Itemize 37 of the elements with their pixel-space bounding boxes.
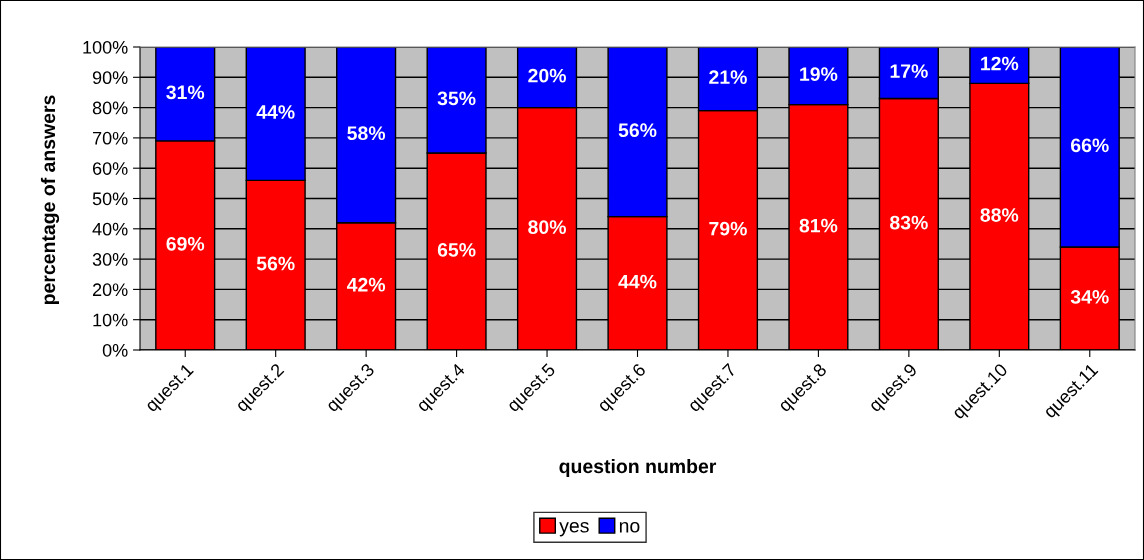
data-label: 21%	[709, 70, 747, 84]
data-label: 83%	[890, 215, 928, 230]
y-tick-label: 100%	[83, 40, 128, 54]
y-tick-label: 20%	[92, 283, 128, 297]
data-label: 56%	[618, 123, 657, 138]
data-label: 20%	[528, 68, 566, 83]
data-label: 65%	[437, 242, 476, 257]
data-label: 19%	[800, 67, 838, 81]
data-label: 34%	[1070, 289, 1109, 304]
y-tick-label: 10%	[93, 313, 128, 327]
data-label: 79%	[709, 221, 747, 236]
data-label: 66%	[1071, 138, 1109, 153]
legend-label: no	[619, 521, 640, 533]
data-label: 88%	[980, 208, 1019, 222]
data-label: 80%	[528, 220, 566, 235]
y-tick-label: 80%	[92, 101, 128, 115]
data-label: 58%	[347, 126, 386, 141]
y-tick-label: 30%	[92, 253, 128, 266]
data-label: 17%	[890, 64, 928, 78]
x-axis-title: question number	[559, 458, 717, 478]
y-tick-label: 60%	[92, 162, 128, 175]
data-label: 56%	[256, 256, 295, 271]
y-tick-label: 40%	[92, 222, 128, 236]
legend-label: yes	[559, 521, 589, 537]
data-label: 12%	[981, 56, 1019, 71]
data-label: 81%	[799, 218, 838, 233]
data-label: 44%	[256, 105, 295, 119]
y-axis-title: percentage of answers	[40, 95, 60, 305]
data-label: 69%	[166, 236, 205, 251]
y-tick-label: 50%	[92, 192, 128, 206]
data-label: 42%	[346, 277, 386, 292]
y-tick-label: 90%	[92, 71, 128, 85]
y-tick-label: 70%	[92, 131, 128, 145]
data-label: 44%	[618, 274, 657, 289]
data-label: 31%	[166, 85, 205, 100]
data-label: 35%	[437, 91, 476, 106]
y-tick-label: 0%	[102, 343, 128, 357]
